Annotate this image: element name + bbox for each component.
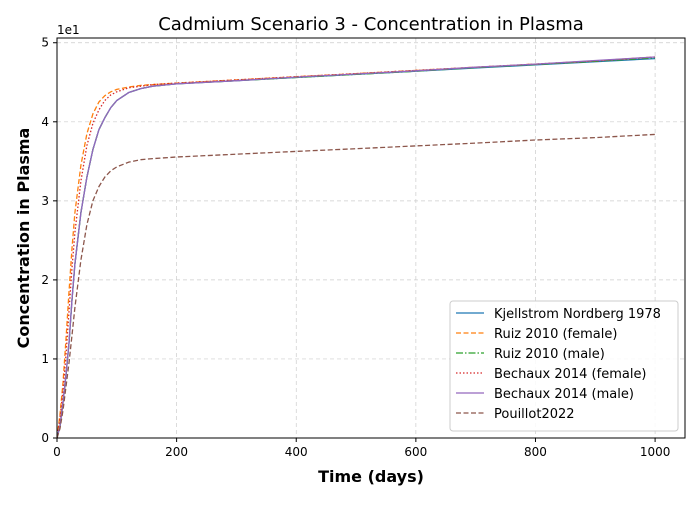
y-tick-label: 1 (41, 352, 49, 366)
legend-label-3: Bechaux 2014 (female) (494, 367, 647, 382)
x-tick-label: 600 (404, 445, 427, 459)
y-tick-label: 2 (41, 273, 49, 287)
legend-box (449, 300, 679, 432)
legend-label-0: Kjellstrom Nordberg 1978 (494, 307, 661, 322)
legend-label-5: Pouillot2022 (494, 407, 575, 422)
series-line-5 (56, 133, 656, 439)
legend-label-4: Bechaux 2014 (male) (494, 387, 634, 402)
legend-label-1: Ruiz 2010 (female) (494, 327, 617, 342)
y-tick-label: 4 (41, 115, 49, 129)
legend-label-2: Ruiz 2010 (male) (494, 347, 605, 362)
y-tick-label: 3 (41, 194, 49, 208)
x-tick-label: 200 (165, 445, 188, 459)
y-tick-label: 0 (41, 431, 49, 445)
plot-frame (56, 37, 686, 439)
x-tick-label: 800 (524, 445, 547, 459)
series-line-4 (56, 56, 656, 439)
legend: Kjellstrom Nordberg 1978 Ruiz 2010 (femal… (449, 300, 679, 432)
chart-title: Cadmium Scenario 3 - Concentration in Pl… (158, 14, 584, 35)
x-tick-label: 1000 (640, 445, 671, 459)
x-tick-label: 400 (285, 445, 308, 459)
x-tick-label: 0 (53, 445, 61, 459)
x-axis-label: Time (days) (318, 467, 424, 486)
y-tick-label: 5 (41, 36, 49, 50)
y-axis-label: Concentration in Plasma (14, 128, 33, 349)
y-offset-text: 1e1 (57, 23, 80, 37)
